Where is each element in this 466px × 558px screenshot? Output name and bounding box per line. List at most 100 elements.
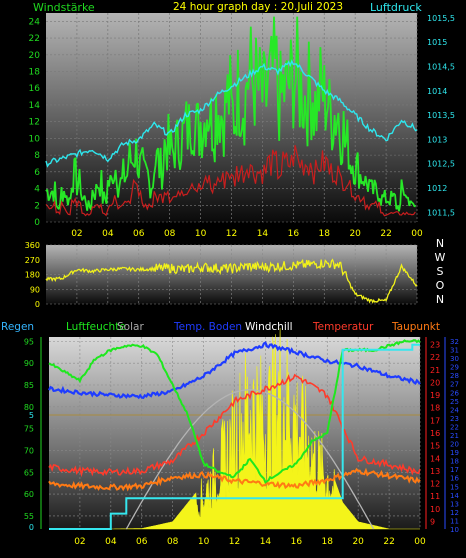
y-tick-label: 80 [24, 403, 34, 412]
y-tick-label: 12 [29, 118, 40, 128]
direction-line [45, 258, 418, 304]
x-tick-label: 12 [226, 229, 237, 239]
temperature-line [48, 373, 421, 478]
y-tick-label: 0 [34, 218, 40, 228]
pressure-line [45, 59, 418, 168]
x-tick-label: 20 [352, 537, 364, 547]
y-tick-label: 85 [24, 381, 34, 390]
x-tick-label: 18 [319, 229, 331, 239]
legend-item: Regen [1, 321, 34, 333]
direction-series [45, 258, 418, 304]
soil-tick-label: 14 [450, 492, 459, 500]
soil-tick-label: 16 [450, 475, 459, 483]
solar-max-curve [125, 389, 375, 530]
pressure-tick-label: 1015,5 [427, 14, 455, 23]
temp-tick-label: 20 [430, 378, 440, 387]
direction-y-ticks: 0 90 180 270 360 [25, 241, 40, 309]
wind-series [45, 145, 416, 217]
x-tick-label: 20 [349, 229, 361, 239]
legend-item: Solar [117, 321, 144, 333]
soil-tick-label: 26 [450, 389, 459, 397]
soil-tick-label: 23 [450, 415, 459, 423]
temp-tick-label: 16 [430, 429, 440, 438]
x-tick-label: 00 [414, 537, 426, 547]
y-tick-label: 22 [29, 34, 40, 44]
temp-tick-label: 9 [430, 517, 435, 526]
x-tick-label: 16 [291, 537, 303, 547]
temp-tick-label: 19 [430, 391, 440, 400]
soil-tick-label: 15 [450, 483, 459, 491]
compass-label: W [435, 251, 446, 264]
gust-series [45, 16, 416, 212]
y-tick-label: 18 [29, 68, 41, 78]
y-tick-label: 95 [24, 337, 34, 346]
temp-tick-label: 15 [430, 442, 440, 451]
rain-line [49, 343, 420, 530]
temp-tick-label: 23 [430, 341, 440, 350]
climate-series [48, 339, 421, 530]
pressure-tick-label: 1012,5 [427, 160, 455, 169]
y-tick-label: 6 [34, 168, 40, 178]
compass-label: N [436, 293, 444, 306]
compass-label: O [436, 279, 445, 292]
soil-tick-label: 29 [450, 364, 459, 372]
y-tick-label: 0 [29, 523, 34, 532]
pressure-series [45, 59, 418, 168]
temp-tick-label: 18 [430, 404, 440, 413]
x-tick-label: 06 [133, 229, 145, 239]
y-tick-label: 2 [34, 201, 40, 211]
chart-title: 24 hour graph day : 20.Juli 2023 [173, 1, 343, 13]
y-tick-label: 360 [25, 241, 40, 250]
pressure-axis-label: Luftdruck [370, 1, 422, 14]
legend: Regen Luftfeuchte Solar Temp. Boden Wind… [1, 321, 440, 333]
legend-item: Windchill [245, 321, 293, 333]
y-tick-label: 75 [24, 425, 34, 434]
soil-tick-label: 17 [450, 466, 459, 474]
compass-label: N [436, 237, 444, 250]
soil-tick-label: 21 [450, 432, 459, 440]
y-tick-label: 8 [34, 151, 40, 161]
temp-tick-label: 22 [430, 353, 440, 362]
x-tick-label: 10 [198, 537, 210, 547]
soil-tick-label: 11 [450, 517, 459, 525]
y-tick-label: 0 [35, 300, 40, 309]
soil-tick-label: 32 [450, 338, 459, 346]
temp-tick-label: 17 [430, 416, 440, 425]
y-tick-label: 24 [29, 17, 41, 27]
y-tick-label: 65 [24, 468, 34, 477]
dewpoint-line [48, 467, 421, 492]
x-tick-label: 04 [102, 229, 114, 239]
y-tick-label: 90 [30, 285, 40, 294]
soil-tick-label: 12 [450, 509, 459, 517]
x-tick-label: 04 [105, 537, 117, 547]
y-tick-label: 55 [24, 512, 34, 521]
wind-line [45, 145, 416, 217]
y-tick-label: 270 [25, 256, 40, 265]
x-tick-label: 08 [167, 537, 179, 547]
soil-tick-label: 27 [450, 381, 459, 389]
wind-axis-label: Windstärke [33, 1, 95, 14]
temp-tick-label: 21 [430, 366, 440, 375]
soil-tick-label: 31 [450, 347, 459, 355]
pressure-y-ticks: 1011,5 1012 1012,5 1013 1013,5 1014 1014,5 1015… [427, 14, 455, 217]
temp-tick-label: 10 [430, 505, 440, 514]
y-tick-label: 16 [29, 84, 41, 94]
x-tick-label: 02 [71, 229, 82, 239]
pressure-tick-label: 1015 [427, 38, 447, 47]
pressure-tick-label: 1013,5 [427, 111, 455, 120]
soil-tick-label: 24 [450, 406, 459, 414]
y-tick-label: 60 [24, 490, 34, 499]
soil-tick-label: 13 [450, 500, 459, 508]
legend-item: Temperatur [312, 321, 374, 333]
temp-tick-label: 13 [430, 467, 440, 476]
soil-tick-label: 30 [450, 355, 459, 363]
y-tick-label: 4 [34, 185, 40, 195]
soil-tick-label: 22 [450, 423, 459, 431]
y-tick-label: 14 [29, 101, 41, 111]
